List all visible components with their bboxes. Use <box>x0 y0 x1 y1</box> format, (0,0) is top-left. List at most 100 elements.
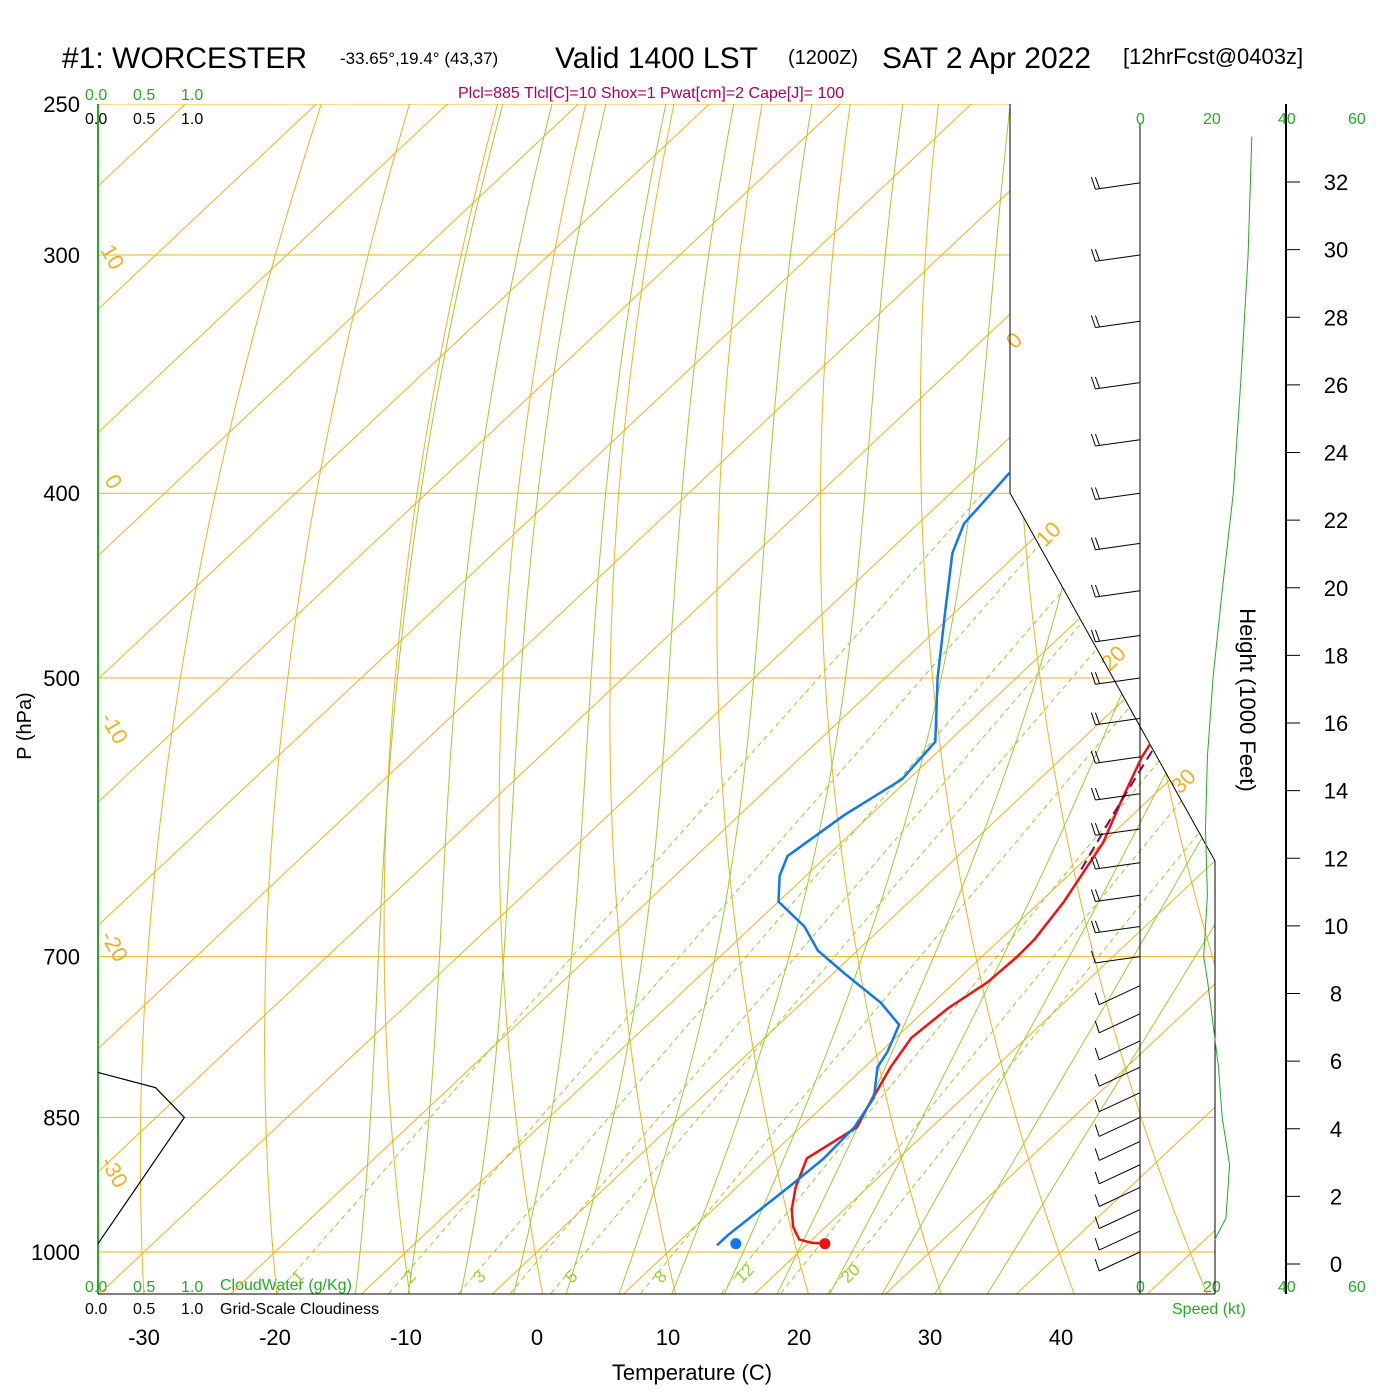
height-tick-6: 6 <box>1330 1049 1342 1074</box>
pressure-tick-850: 850 <box>43 1105 80 1130</box>
dry-adiabat <box>1378 70 1400 1300</box>
speed-tick-bot-3: 60 <box>1348 1279 1366 1296</box>
wind-barb <box>1090 712 1141 726</box>
wind-barb-shaft <box>1098 1066 1141 1087</box>
wind-barb-shaft <box>1098 1040 1141 1061</box>
mixing-ratio-line <box>822 492 1215 1294</box>
wind-barb-flag <box>1094 1237 1100 1251</box>
wind-barb-shaft <box>1095 254 1141 262</box>
wind-barb <box>1094 1092 1141 1113</box>
wind-barb-flag <box>1090 629 1096 642</box>
height-tick-32: 32 <box>1324 170 1348 195</box>
height-tick-2: 2 <box>1330 1184 1342 1209</box>
cloudiness-profile <box>97 1071 186 1245</box>
cloudwater-label: CloudWater (g/Kg) <box>220 1277 352 1294</box>
wind-barb-flag <box>1094 1216 1100 1229</box>
wind-barb-shaft <box>1098 1251 1141 1272</box>
wind-barb <box>1094 1230 1141 1251</box>
valid-date: SAT 2 Apr 2022 <box>882 42 1091 75</box>
wind-barb <box>1094 1251 1141 1272</box>
isotherm-label: -30 <box>96 1152 134 1192</box>
wind-barb <box>1090 537 1141 551</box>
forecast-label: [12hrFcst@0403z] <box>1123 44 1303 69</box>
pressure-tick-300: 300 <box>43 243 80 268</box>
pressure-tick-500: 500 <box>43 666 80 691</box>
utc-time: (1200Z) <box>788 47 858 69</box>
x-tick-30: 30 <box>918 1325 942 1350</box>
height-axis-label: Height (1000 Feet) <box>1235 608 1260 791</box>
height-tick-28: 28 <box>1324 305 1348 330</box>
wind-barb-flag <box>1094 1099 1100 1112</box>
wind-barb-shaft <box>1095 439 1141 447</box>
mixing-ratio-line <box>634 492 1215 1294</box>
isotherm--70 <box>98 104 877 1294</box>
height-tick-12: 12 <box>1324 846 1348 871</box>
cloud-green-tick-2: 1.0 <box>181 87 203 104</box>
station-title: #1: WORCESTER <box>62 42 307 75</box>
wind-barb <box>1094 1116 1141 1137</box>
isotherm-label: -10 <box>96 708 134 748</box>
moist-adiabat <box>406 104 562 1294</box>
wind-barb-shaft <box>1095 590 1141 598</box>
wind-barb-shaft <box>1098 1116 1141 1137</box>
wind-barb <box>1094 985 1141 1006</box>
cloud-black-tick-b2: 1.0 <box>181 1301 203 1318</box>
wind-barb-flag <box>1094 1171 1100 1184</box>
dry-adiabat <box>498 104 595 1294</box>
dry-adiabat <box>1201 104 1215 1294</box>
pressure-tick-250: 250 <box>43 92 80 117</box>
cloud-scale-top: 0.0 0.5 1.0 0.0 0.5 1.0 <box>85 87 203 128</box>
height-tick-26: 26 <box>1324 373 1348 398</box>
wind-barb <box>1094 1140 1141 1161</box>
isotherm-50 <box>1140 104 1215 1294</box>
wind-barb-shaft <box>1095 182 1141 190</box>
isotherm-30 <box>878 104 1215 1294</box>
wind-barb-flag <box>1094 1258 1100 1272</box>
wind-barb-shaft <box>1095 717 1141 726</box>
height-tick-8: 8 <box>1330 982 1342 1007</box>
wind-barb-flag <box>1094 249 1100 261</box>
wind-barb <box>1090 629 1141 643</box>
wind-barb-flag <box>1094 433 1100 446</box>
dry-adiabat <box>609 104 682 1294</box>
wind-barb-flag <box>1090 856 1096 870</box>
wind-barb-shaft <box>1095 862 1141 870</box>
wind-barb <box>1090 950 1141 964</box>
height-tick-18: 18 <box>1324 643 1348 668</box>
wind-barb-flag <box>1094 992 1100 1005</box>
pressure-tick-700: 700 <box>43 945 80 970</box>
wind-barb-shaft <box>1098 1140 1141 1161</box>
moist-adiabat <box>459 104 615 1294</box>
mixing-ratio-line <box>452 492 1148 1294</box>
speed-axis-label: Speed (kt) <box>1172 1301 1246 1318</box>
wind-barb <box>1090 249 1141 262</box>
speed-tick-bot-1: 20 <box>1203 1279 1221 1296</box>
moist-adiabat <box>878 104 1215 1294</box>
indices-line: Plcl=885 Tlcl[C]=10 Shox=1 Pwat[cm]=2 Ca… <box>458 85 844 102</box>
series-dewpoint <box>716 135 1215 1247</box>
wind-barb-flag <box>1094 920 1100 932</box>
x-axis-label: Temperature (C) <box>612 1360 772 1385</box>
cloud-black-tick-b0: 0.0 <box>85 1301 107 1318</box>
dry-adiabat <box>1016 104 1211 1294</box>
wind-barb-shaft <box>1095 894 1141 902</box>
wind-barb <box>1090 487 1141 500</box>
wind-barb-flag <box>1094 487 1100 499</box>
wind-barb <box>1090 787 1141 801</box>
mixing-ratio-line <box>382 492 1085 1294</box>
dry-adiabat <box>139 104 333 1294</box>
x-tick-20: 20 <box>787 1325 811 1350</box>
wind-barb-flag <box>1094 1194 1100 1207</box>
wind-barb-flag <box>1094 376 1100 389</box>
wind-barb-flag <box>1094 712 1100 724</box>
wind-barb-flag <box>1090 376 1096 390</box>
cloud-green-tick-b0: 0.0 <box>85 1279 107 1296</box>
wind-barb-shaft <box>1095 828 1141 836</box>
mixing-ratio-line <box>544 492 1215 1294</box>
wind-barb-shaft <box>1095 926 1141 934</box>
moist-adiabat <box>354 104 513 1294</box>
dry-adiabat <box>716 104 811 1294</box>
wind-barb-flag <box>1094 584 1100 597</box>
moist-adiabat <box>930 104 1215 1294</box>
